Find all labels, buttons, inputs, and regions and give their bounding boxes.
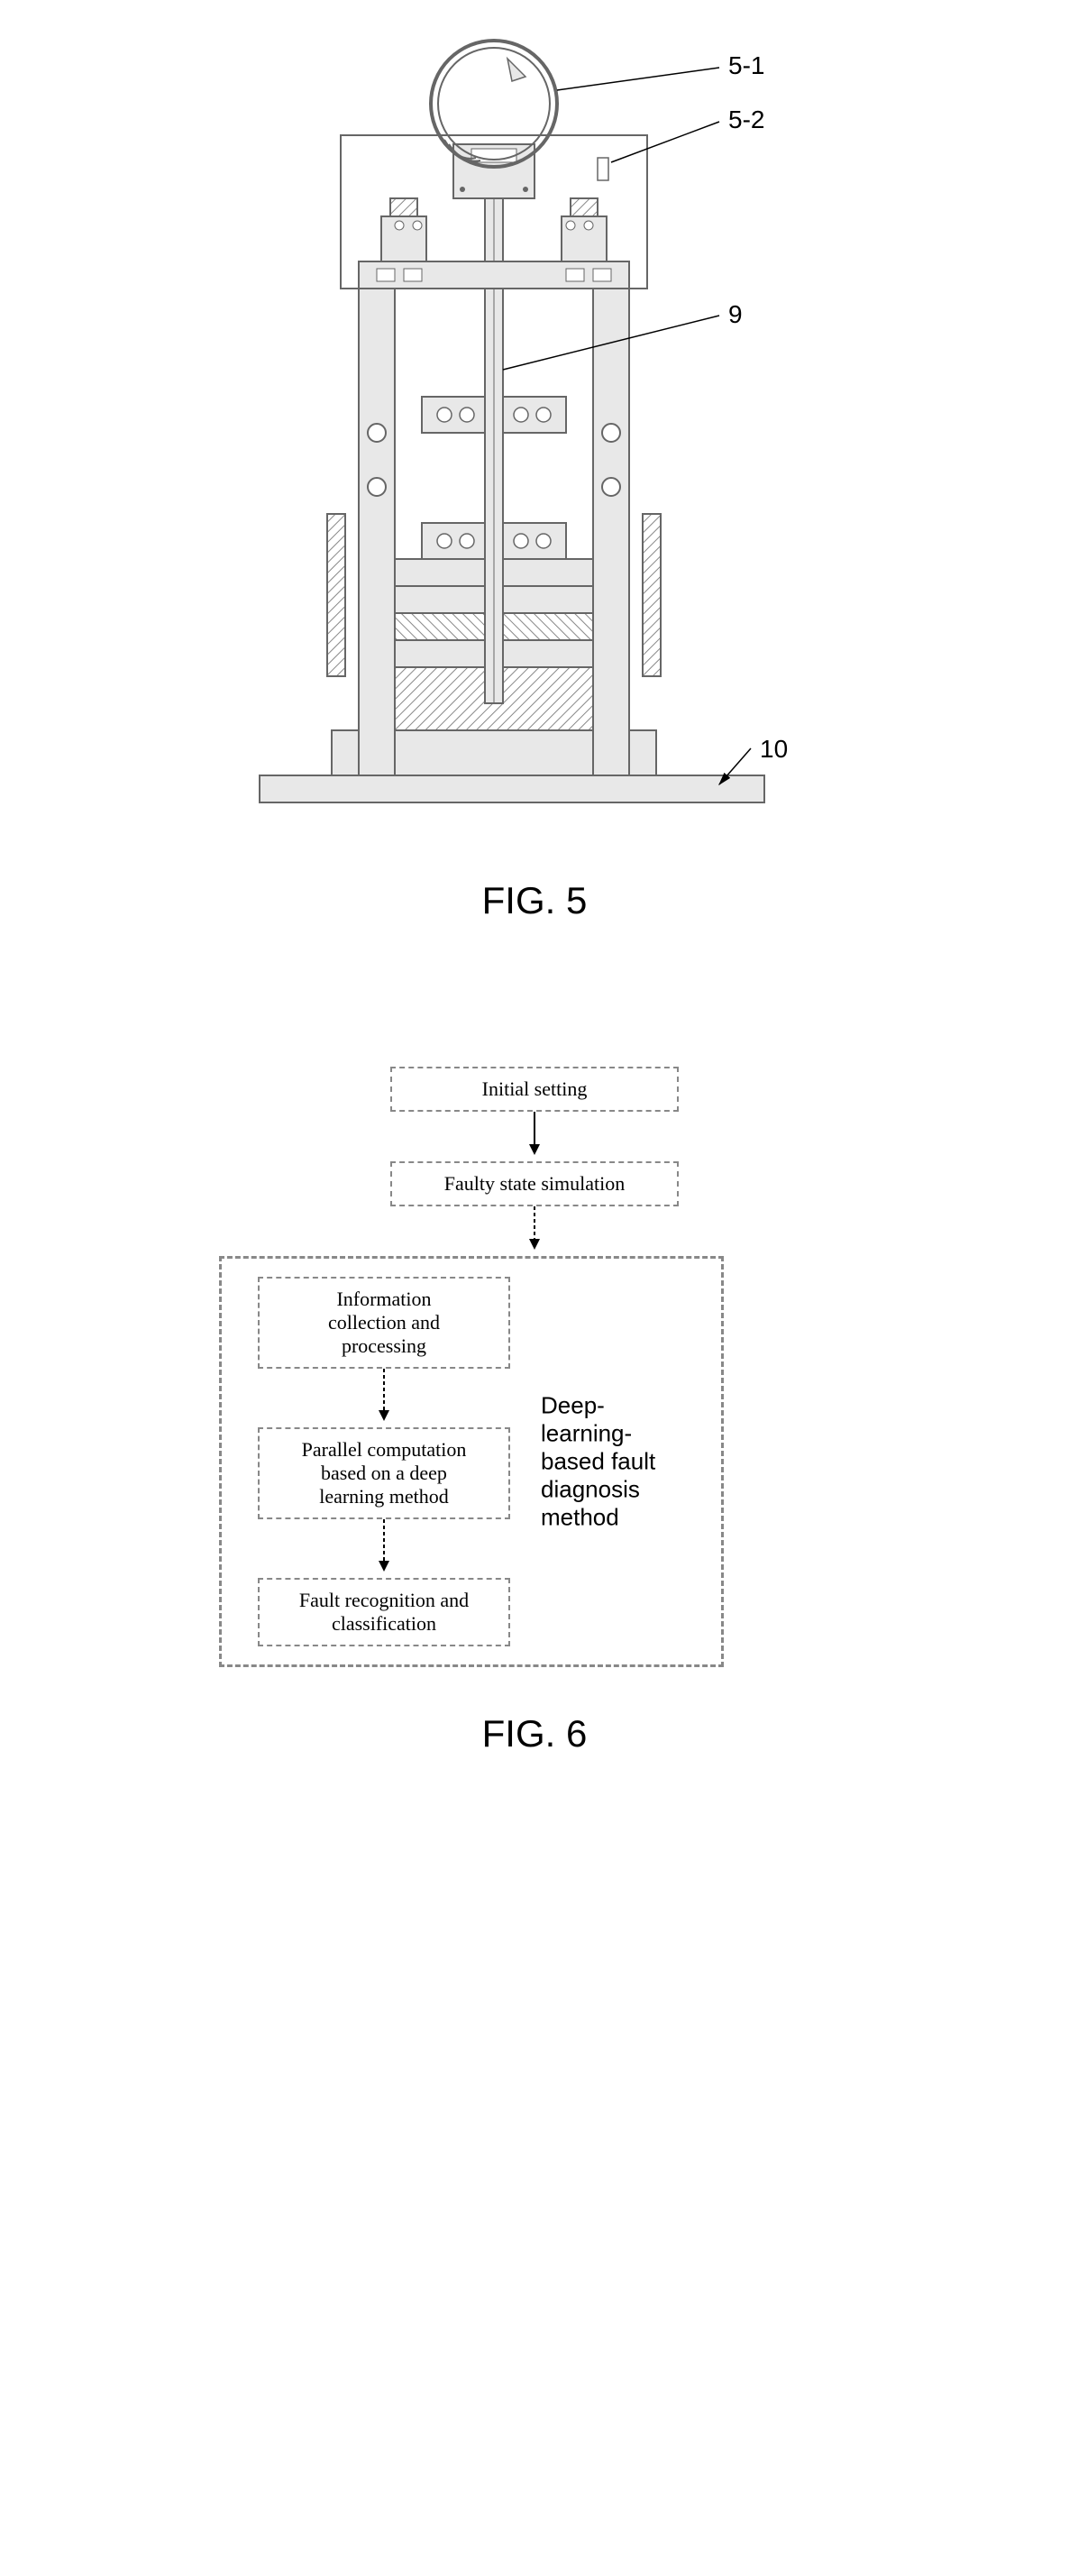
side-label-l4: diagnosis [541, 1476, 640, 1503]
flow-box-faulty: Faulty state simulation [390, 1161, 679, 1206]
fig5-caption: FIG. 5 [242, 879, 827, 922]
side-label-l3: based fault [541, 1448, 655, 1475]
flow-box-parallel: Parallel computation based on a deep lea… [258, 1427, 510, 1519]
flow-box-fault-l2: classification [332, 1612, 436, 1635]
side-label: Deep- learning- based fault diagnosis me… [541, 1392, 703, 1532]
label-10: 10 [760, 735, 788, 763]
fig6-caption: FIG. 6 [219, 1712, 850, 1756]
fig5-diagram: 5-1 5-2 9 10 [242, 36, 827, 848]
label-5-2: 5-2 [728, 105, 764, 133]
arrow-2 [219, 1206, 850, 1256]
side-label-l5: method [541, 1504, 619, 1531]
flow-box-info: Information collection and processing [258, 1277, 510, 1369]
flow-box-fault-l1: Fault recognition and [299, 1589, 469, 1611]
flowchart: Initial setting Faulty state simulation [219, 1067, 850, 1667]
dashed-group: Information collection and processing Pa… [219, 1256, 724, 1667]
flow-box-initial: Initial setting [390, 1067, 679, 1112]
flow-box-parallel-l2: based on a deep [321, 1462, 447, 1484]
label-5-1: 5-1 [728, 51, 764, 79]
figure-6: Initial setting Faulty state simulation [219, 1067, 850, 1828]
flow-box-fault: Fault recognition and classification [258, 1578, 510, 1646]
flow-box-info-l2: collection and [328, 1311, 440, 1334]
label-9: 9 [728, 300, 743, 328]
flow-box-info-l1: Information [336, 1288, 431, 1310]
flow-box-initial-text: Initial setting [482, 1077, 588, 1100]
flow-box-parallel-l1: Parallel computation [302, 1438, 467, 1461]
side-label-l1: Deep- [541, 1392, 605, 1419]
flow-box-info-l3: processing [342, 1334, 426, 1357]
flow-box-parallel-l3: learning method [319, 1485, 449, 1508]
side-label-l2: learning- [541, 1420, 632, 1447]
arrow-1 [219, 1112, 850, 1161]
flow-box-faulty-text: Faulty state simulation [444, 1172, 625, 1195]
figure-5: 5-1 5-2 9 10 FIG. 5 [242, 36, 827, 995]
